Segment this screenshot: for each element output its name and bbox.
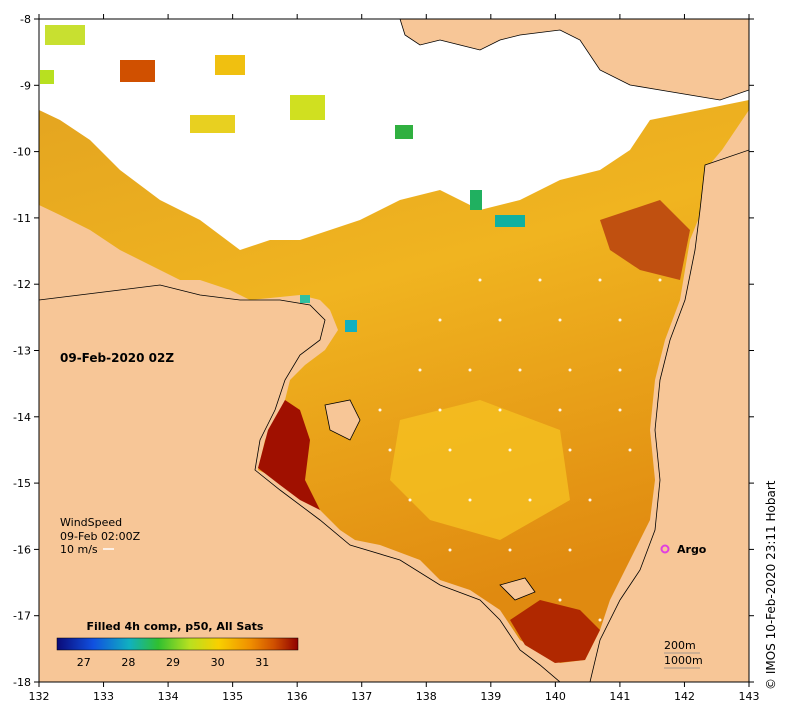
y-tick-label: -14: [13, 411, 31, 424]
arnhem-land: [39, 284, 561, 682]
wind-time: 09-Feb 02:00Z: [60, 530, 141, 543]
x-tick-label: 133: [93, 690, 114, 703]
y-tick-label: -11: [13, 212, 31, 225]
x-tick-label: 136: [287, 690, 308, 703]
speckle: [45, 25, 85, 45]
colorbar-title: Filled 4h comp, p50, All Sats: [87, 620, 264, 633]
date-label: 09-Feb-2020 02Z: [60, 351, 174, 365]
x-tick-label: 139: [480, 690, 501, 703]
speckle: [40, 70, 54, 84]
speckle: [345, 320, 357, 332]
wind-scale-label: 10 m/s: [60, 543, 98, 556]
cloud-mask: [39, 19, 749, 250]
colorbar-tick-label: 27: [77, 656, 91, 669]
colorbar-ticks: 27 28 29 30 31: [77, 656, 270, 669]
x-tick-label: 135: [222, 690, 243, 703]
x-tick-label: 141: [609, 690, 630, 703]
speckle: [120, 60, 155, 82]
sst-warm-south: [510, 600, 600, 663]
x-axis: 132 133 134 135 136 137 138 139 140 141 142 143: [29, 14, 760, 703]
sst-warm-west: [258, 400, 320, 510]
argo-marker[interactable]: Argo: [660, 543, 707, 556]
y-tick-label: -17: [13, 610, 31, 623]
y-tick-label: -9: [20, 79, 31, 92]
wind-vectors: [378, 278, 662, 622]
y-tick-label: -16: [13, 543, 31, 556]
x-tick-label: 140: [545, 690, 566, 703]
y-tick-label: -18: [13, 676, 31, 689]
y-tick-label: -15: [13, 477, 31, 490]
colorbar-tick-label: 31: [255, 656, 269, 669]
argo-float-icon: [660, 544, 670, 554]
colorbar-tick-label: 29: [166, 656, 180, 669]
groote-eylandt: [324, 399, 361, 441]
colorbar-tick-label: 28: [121, 656, 135, 669]
y-tick-label: -10: [13, 146, 31, 159]
wind-title: WindSpeed: [60, 516, 122, 529]
colorbar-tick-label: 30: [211, 656, 225, 669]
argo-label: Argo: [677, 543, 707, 556]
imos-credit: © IMOS 10-Feb-2020 23:11 Hobart: [764, 480, 778, 690]
new-guinea-land: [399, 19, 749, 101]
mornington-island: [499, 577, 536, 601]
speckle: [300, 295, 310, 303]
y-tick-label: -13: [13, 345, 31, 358]
x-tick-label: 134: [158, 690, 179, 703]
y-tick-label: -8: [20, 13, 31, 26]
depth-200-label: 200m: [664, 639, 696, 652]
x-tick-label: 143: [739, 690, 760, 703]
y-axis: -8 -9 -10 -11 -12 -13 -14 -15 -16 -17 -18: [13, 13, 754, 689]
x-tick-label: 138: [416, 690, 437, 703]
x-tick-label: 142: [674, 690, 695, 703]
speckle: [495, 215, 525, 227]
depth-1000-label: 1000m: [664, 654, 703, 667]
x-tick-label: 132: [29, 690, 50, 703]
cape-york-land: [589, 149, 749, 682]
y-tick-label: -12: [13, 278, 31, 291]
speckle: [470, 190, 482, 210]
sst-warm-east: [600, 200, 690, 280]
sst-yellow-central: [390, 400, 570, 540]
speckle: [290, 95, 325, 120]
speckle: [395, 125, 413, 139]
colorbar: [56, 637, 299, 651]
x-tick-label: 137: [351, 690, 372, 703]
speckle: [190, 115, 235, 133]
speckle: [215, 55, 245, 75]
